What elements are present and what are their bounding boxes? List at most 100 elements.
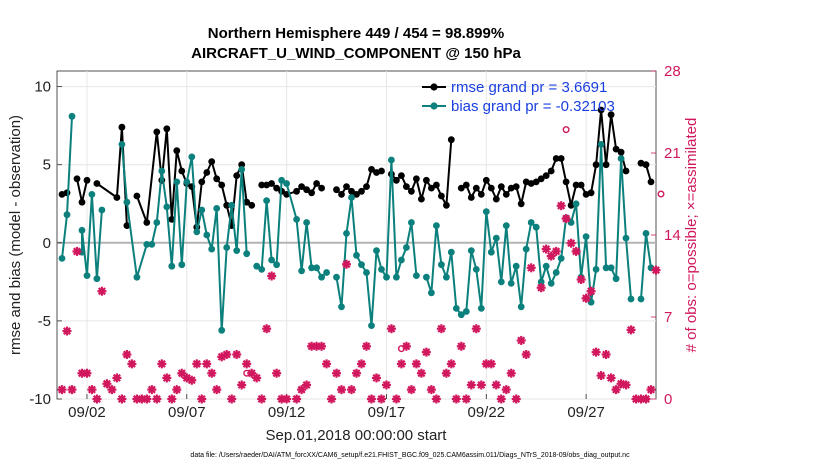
rmse-point [542, 172, 550, 180]
obs-assimilated-marker [366, 394, 376, 404]
rmse-line [135, 127, 253, 229]
obs-assimilated-marker [282, 394, 292, 404]
obs-assimilated-marker [526, 263, 536, 273]
obs-assimilated-marker [601, 349, 611, 359]
bias-point [143, 241, 151, 248]
chart-subtitle: AIRCRAFT_U_WIND_COMPONENT @ 150 hPa [191, 45, 521, 62]
rmse-point [413, 175, 420, 183]
bias-point [398, 256, 405, 264]
obs-assimilated-marker [651, 265, 661, 275]
rmse-point [612, 145, 620, 153]
rmse-point [123, 222, 131, 230]
obs-assimilated-marker [232, 349, 242, 359]
bias-point [572, 200, 580, 208]
bias-point [333, 273, 340, 281]
bias-point [413, 272, 420, 279]
rmse-point [602, 161, 610, 169]
footer-text: data file: /Users/raeder/DAI/ATM_forcXX/… [190, 452, 630, 459]
bias-point [477, 305, 485, 312]
rmse-point [358, 187, 365, 195]
obs-possible-marker [562, 126, 570, 134]
rmse-point [393, 176, 400, 184]
rmse-point [133, 192, 141, 200]
bias-point [358, 261, 365, 269]
rmse-point [118, 123, 126, 131]
obs-assimilated-marker [177, 368, 187, 378]
x-tick-label: 09/17 [368, 404, 406, 421]
rmse-point [492, 195, 500, 203]
bias-point [492, 234, 500, 242]
bias-point [163, 203, 171, 211]
bias-point [602, 264, 610, 272]
bias-point [353, 251, 360, 259]
obs-assimilated-marker [187, 375, 197, 385]
rmse-point [487, 184, 495, 192]
obs-assimilated-marker [376, 394, 386, 404]
obs-assimilated-marker [561, 214, 571, 224]
bias-point [487, 248, 495, 256]
bias-point [622, 234, 630, 242]
obs-assimilated-marker [72, 246, 82, 256]
obs-assimilated-marker [347, 385, 357, 395]
obs-assimilated-marker [621, 380, 631, 390]
bias-line [425, 143, 632, 316]
obs-assimilated-marker [317, 341, 327, 351]
rmse-point [433, 181, 440, 189]
rmse-point [622, 167, 630, 175]
bias-point [642, 230, 650, 237]
obs-assimilated-marker [496, 394, 506, 404]
obs-assimilated-marker [606, 373, 616, 383]
obs-assimilated-marker [97, 286, 107, 296]
rmse-point [572, 181, 580, 189]
rmse-point [318, 184, 325, 192]
rmse-point [173, 147, 181, 155]
bias-point [58, 255, 66, 262]
rmse-point [557, 155, 565, 162]
rmse-point [642, 161, 650, 169]
y-tick-label: 5 [43, 157, 51, 174]
bias-point [303, 219, 310, 226]
obs-assimilated-marker [252, 373, 262, 383]
bias-line [256, 179, 328, 279]
rmse-point [408, 187, 415, 195]
obs-assimilated-marker [456, 341, 466, 351]
obs-assimilated-marker [272, 368, 282, 378]
obs-assimilated-marker [297, 385, 307, 395]
obs-assimilated-marker [441, 368, 451, 378]
bias-point [183, 178, 191, 186]
obs-assimilated-marker [471, 324, 481, 334]
obs-assimilated-marker [142, 394, 152, 404]
obs-assimilated-marker [641, 394, 651, 404]
bias-point [343, 230, 350, 237]
bias-point [273, 261, 280, 269]
bias-point [68, 112, 76, 120]
obs-assimilated-marker [172, 385, 182, 395]
x-tick-label: 09/02 [68, 404, 106, 421]
bias-point [298, 267, 305, 275]
bias-point [537, 278, 545, 286]
obs-assimilated-marker [516, 335, 526, 345]
obs-assimilated-marker [227, 394, 237, 404]
bias-point [527, 219, 535, 226]
bias-point [93, 275, 101, 283]
rmse-point [547, 167, 555, 175]
rmse-point [303, 186, 310, 194]
rmse-point [353, 191, 360, 198]
rmse-point [477, 191, 485, 198]
bias-point [497, 278, 505, 286]
rmse-point [447, 136, 455, 144]
rmse-point [482, 176, 490, 184]
rmse-point [438, 192, 445, 200]
bias-point [547, 280, 555, 287]
y2-tick-label: 7 [664, 309, 672, 326]
bias-point [88, 191, 96, 198]
bias-point [433, 222, 440, 230]
rmse-point [143, 219, 151, 226]
bias-point [502, 222, 510, 230]
obs-assimilated-marker [292, 394, 302, 404]
bias-point [148, 241, 156, 248]
bias-point [308, 264, 315, 272]
bias-point [168, 262, 176, 270]
legend-rmse-label: rmse grand pr = 3.6691 [451, 79, 607, 96]
